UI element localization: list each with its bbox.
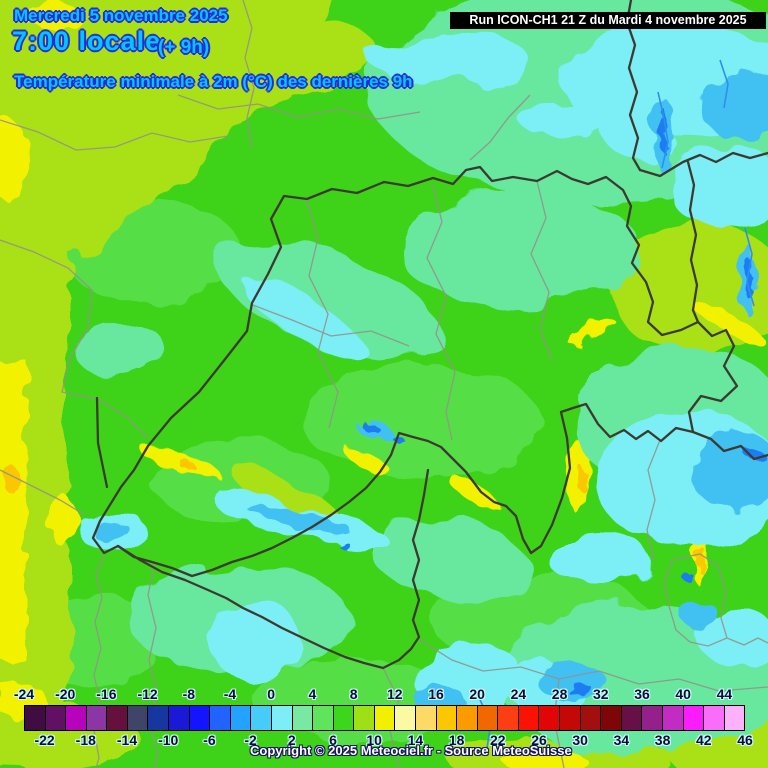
time-label: 7:00 locale (12, 26, 162, 56)
parameter-title: Température minimale à 2m (°C) des derni… (14, 72, 413, 91)
map-layer-cyan (80, 22, 768, 718)
country-border-lines (91, 0, 768, 670)
map-layer-gold (4, 459, 704, 574)
date-label: Mercredi 5 novembre 2025 (14, 6, 228, 25)
forecast-offset-label: (+ 9h) (158, 37, 210, 58)
copyright-label: Copyright © 2025 Meteociel.fr - Source M… (250, 743, 572, 758)
model-run-info: Run ICON-CH1 21 Z du Mardi 4 novembre 20… (450, 12, 766, 29)
